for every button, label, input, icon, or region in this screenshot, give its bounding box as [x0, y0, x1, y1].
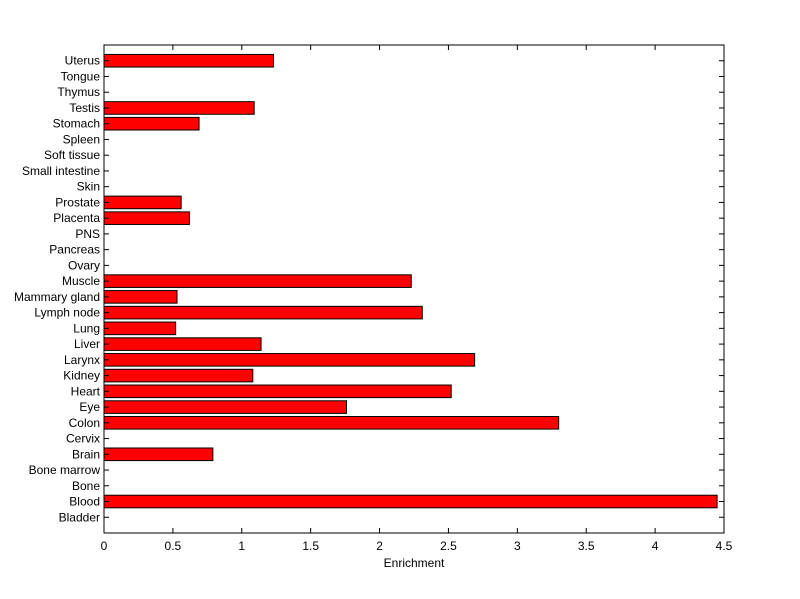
y-tick-label: Kidney — [63, 369, 100, 383]
y-tick-label: Bone — [72, 479, 100, 493]
x-tick-label: 4.5 — [716, 539, 733, 553]
bar-brain — [103, 447, 214, 462]
x-tick-label: 2 — [376, 539, 383, 553]
y-tick-label: Eye — [79, 400, 100, 414]
y-tick-label: Testis — [69, 101, 100, 115]
y-tick-label: Bone marrow — [29, 463, 101, 477]
bar-mammary-gland — [103, 290, 178, 304]
bar-uterus — [103, 53, 274, 68]
x-tick-label: 1 — [238, 539, 245, 553]
y-tick-label: Mammary gland — [14, 290, 100, 304]
bar-larynx — [103, 353, 476, 367]
y-tick-label: Small intestine — [22, 164, 100, 178]
bar-testis — [103, 101, 255, 115]
y-tick-label: Prostate — [55, 195, 100, 209]
x-tick-label: 3 — [514, 539, 521, 553]
bar-kidney — [103, 368, 254, 383]
y-tick-label: Pancreas — [49, 243, 100, 257]
y-tick-label: Muscle — [62, 274, 100, 288]
bar-eye — [103, 400, 347, 414]
x-tick-label: 0.5 — [165, 539, 182, 553]
bar-heart — [103, 384, 452, 399]
bar-colon — [103, 416, 560, 430]
y-tick-label: Bladder — [59, 510, 100, 524]
x-tick-labels: 0 0.5 1 1.5 2 2.5 3 3.5 4 4.5 — [101, 539, 733, 553]
y-tick-label: Spleen — [63, 132, 100, 146]
x-tick-label: 0 — [101, 539, 108, 553]
x-tick-label: 3.5 — [578, 539, 595, 553]
y-tick-label: Heart — [71, 384, 101, 398]
y-tick-label: Lymph node — [34, 306, 100, 320]
bar-placenta — [103, 211, 190, 225]
y-tick-label: Stomach — [53, 117, 100, 131]
x-tick-label: 1.5 — [302, 539, 319, 553]
y-tick-label: Cervix — [66, 432, 100, 446]
plot-frame — [103, 44, 725, 534]
y-tick-label: Skin — [77, 180, 100, 194]
bar-muscle — [103, 274, 412, 288]
x-tick-label: 4 — [652, 539, 659, 553]
y-tick-label: Placenta — [53, 211, 100, 225]
y-tick-label: Lung — [73, 321, 100, 335]
bar-stomach — [103, 116, 200, 131]
y-tick-label: Ovary — [68, 258, 100, 272]
y-tick-label: Uterus — [65, 54, 100, 68]
y-tick-label: Liver — [74, 337, 100, 351]
y-tick-label: Blood — [69, 495, 100, 509]
bar-lymph-node — [103, 305, 423, 320]
y-tick-label: PNS — [75, 227, 100, 241]
bar-liver — [103, 337, 262, 351]
y-tick-label: Larynx — [64, 353, 100, 367]
x-axis-title: Enrichment — [384, 556, 445, 570]
y-tick-label: Brain — [72, 447, 100, 461]
bar-lung — [103, 321, 177, 336]
y-tick-label: Soft tissue — [44, 148, 100, 162]
bar-blood — [103, 494, 718, 509]
bar-prostate — [103, 195, 182, 210]
y-tick-label: Thymus — [57, 85, 100, 99]
y-tick-label: Colon — [69, 416, 100, 430]
y-tick-label: Tongue — [61, 69, 101, 83]
x-tick-label: 2.5 — [440, 539, 457, 553]
